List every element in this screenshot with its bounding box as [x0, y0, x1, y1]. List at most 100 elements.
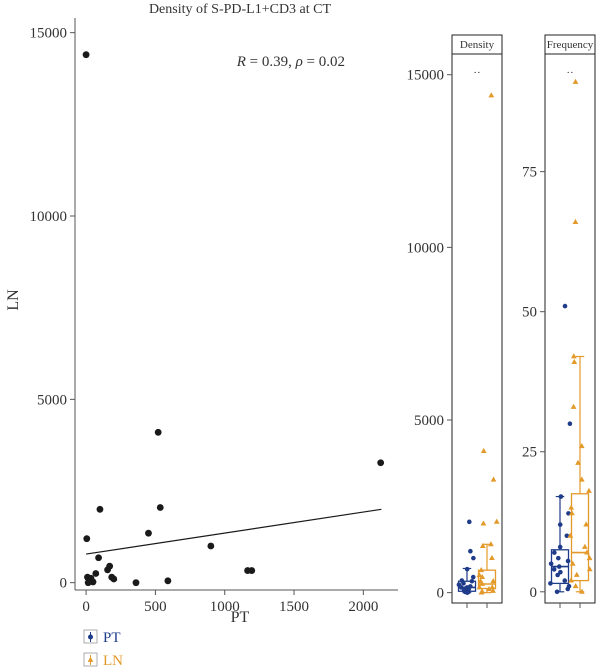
facet-y-tick-label: 5000 — [414, 413, 444, 429]
box-point — [578, 588, 585, 594]
facet-panel-border — [451, 53, 503, 604]
box-point — [572, 218, 579, 224]
box-point — [548, 561, 554, 567]
scatter-title: Density of S-PD-L1+CD3 at CT — [149, 2, 332, 17]
box-point — [572, 582, 579, 589]
box-point — [569, 510, 575, 516]
box-point — [558, 494, 564, 499]
box-point — [468, 584, 473, 589]
legend-item: PT — [83, 629, 121, 646]
box-point — [488, 92, 495, 98]
legend-item: LN — [83, 652, 123, 669]
box-body — [570, 493, 590, 582]
box-point — [477, 578, 484, 584]
box-point — [490, 587, 496, 593]
facet-y-tick-label: 0 — [437, 586, 445, 602]
scatter-point — [89, 578, 97, 586]
box-point — [557, 544, 563, 550]
box-point — [578, 476, 585, 482]
box-point — [548, 581, 553, 586]
box-point — [490, 476, 497, 482]
legend-key-marker — [88, 634, 93, 640]
scatter-point — [96, 505, 104, 513]
box-point — [480, 447, 487, 453]
facet-label: Density — [460, 39, 495, 51]
box-point — [556, 564, 562, 569]
box-point — [489, 554, 495, 561]
box-point — [456, 582, 462, 587]
y-tick-label: 5000 — [37, 392, 67, 408]
facet-density: Density 0 5000 10000 15000 ·· — [407, 34, 503, 608]
box-point — [569, 560, 576, 566]
x-tick-label: 2000 — [348, 599, 378, 615]
x-tick-label: 1500 — [279, 599, 309, 615]
legend-label: PT — [103, 630, 121, 646]
box-point — [471, 555, 476, 561]
box-point — [480, 520, 487, 526]
box-point — [567, 532, 574, 538]
x-tick-label: 0 — [82, 599, 90, 615]
scatter-point — [154, 428, 162, 436]
scatter-point — [95, 554, 102, 562]
scatter-point — [110, 575, 118, 583]
box-point — [476, 572, 483, 578]
x-tick-label: 1000 — [210, 599, 240, 615]
scatter-point — [106, 562, 114, 570]
scatter-point — [156, 504, 164, 511]
y-tick-label: 15000 — [30, 26, 68, 42]
box-point — [584, 549, 590, 555]
box-point — [489, 584, 496, 590]
scatter-points — [82, 51, 385, 587]
box-point — [558, 569, 563, 575]
legend-key — [83, 629, 98, 644]
y-tick-label: 0 — [60, 576, 68, 592]
box-point — [478, 566, 485, 573]
box-point — [493, 518, 500, 524]
y-axis-title: LN — [5, 289, 22, 311]
scatter-point — [83, 535, 91, 543]
scatter-point — [207, 542, 215, 550]
scatter-axes: 0 500 1000 1500 2000 0 5000 10000 15000 — [30, 18, 398, 615]
legend: PT LN — [83, 629, 123, 669]
box-point — [572, 78, 579, 84]
box-point — [586, 487, 592, 493]
box-point — [554, 589, 560, 595]
correlation-annotation: R = 0.39, ρ = 0.02 — [236, 54, 345, 70]
x-tick-label: 500 — [144, 599, 167, 615]
scatter-point — [377, 459, 385, 467]
legend-key-marker — [87, 656, 94, 662]
facet-y-tick-label: 10000 — [407, 240, 445, 256]
box-point — [479, 573, 486, 580]
box-point — [468, 548, 473, 554]
box-point — [583, 521, 590, 527]
facet-y-tick-label: 25 — [522, 445, 537, 461]
box-point — [571, 358, 578, 365]
box-point — [570, 353, 577, 359]
facet-y-tick-label: 15000 — [407, 68, 445, 84]
scatter-point — [164, 577, 172, 585]
y-tick-label: 10000 — [30, 209, 68, 225]
box-point — [467, 519, 472, 525]
box-point — [566, 583, 572, 589]
box-point — [568, 504, 575, 510]
facet-panel-border — [544, 53, 596, 604]
box-point — [464, 566, 470, 572]
box-point — [479, 580, 486, 586]
box-point — [575, 459, 581, 465]
scatter-panel: Density of S-PD-L1+CD3 at CT 0 500 1000 150… — [5, 2, 398, 626]
box-point — [586, 566, 593, 572]
box-point — [562, 303, 568, 309]
scatter-point — [82, 51, 90, 59]
box-point — [568, 577, 575, 583]
box-point — [556, 555, 561, 561]
regression-line — [86, 508, 382, 555]
significance-marker: ·· — [473, 67, 480, 79]
box-point — [581, 543, 588, 549]
box-point — [479, 542, 486, 548]
box-point — [486, 585, 492, 592]
box-point — [557, 522, 563, 527]
correlation-text: R = 0.39, ρ = 0.02 — [236, 54, 345, 70]
box-point — [551, 567, 557, 572]
box-point — [562, 578, 568, 583]
